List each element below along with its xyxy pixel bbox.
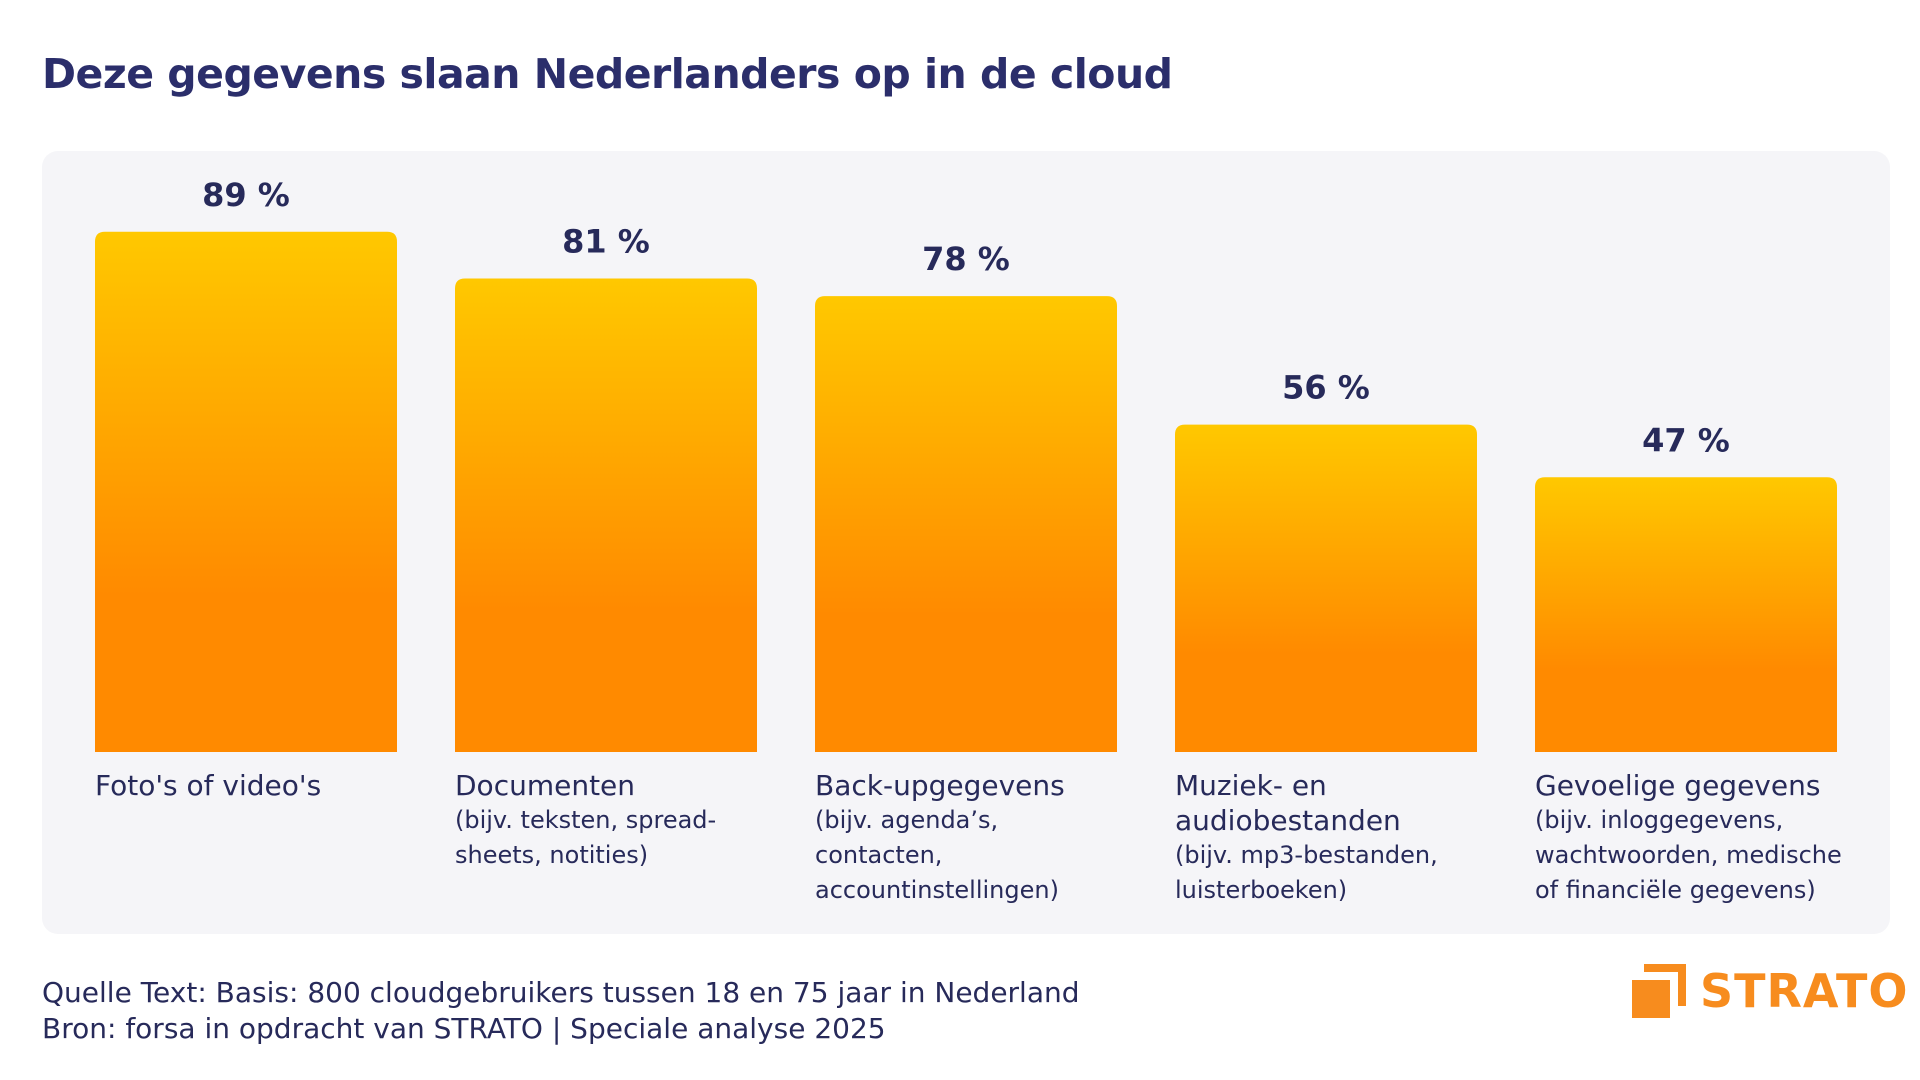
bar bbox=[1535, 477, 1837, 752]
category-label-note: (bijv. teksten, spread-sheets, notities) bbox=[455, 806, 717, 869]
strato-logo[interactable]: STRATO bbox=[1632, 963, 1908, 1019]
source-note: Quelle Text: Basis: 800 cloudgebruikers … bbox=[42, 975, 1080, 1047]
category-label-note: (bijv. agenda’s, contacten, accountinste… bbox=[815, 806, 1059, 904]
bar bbox=[815, 296, 1117, 752]
bar-value-label: 47 % bbox=[1642, 421, 1730, 459]
category-label-main: Back-upgegevens bbox=[815, 769, 1065, 802]
bar-value-label: 89 % bbox=[202, 176, 290, 214]
category-label-note: (bijv. inloggegevens, wachtwoorden, medi… bbox=[1535, 806, 1842, 904]
category-label: Foto's of video's bbox=[95, 768, 425, 803]
bar bbox=[1175, 424, 1477, 752]
chart-title: Deze gegevens slaan Nederlanders op in d… bbox=[42, 50, 1173, 98]
source-line-bron: Bron: forsa in opdracht van STRATO | Spe… bbox=[42, 1012, 886, 1045]
strato-logo-icon bbox=[1632, 964, 1686, 1018]
bar-chart: 89 % 81 % 78 % 56 % 47 % bbox=[95, 176, 1837, 753]
bar bbox=[455, 278, 757, 752]
category-label-note: (bijv. mp3-bestanden, luisterboeken) bbox=[1175, 841, 1438, 904]
category-label: Back-upgegevens (bijv. agenda’s, contact… bbox=[815, 768, 1145, 908]
category-label-main: Foto's of video's bbox=[95, 769, 322, 802]
bar-value-label: 78 % bbox=[922, 240, 1010, 278]
strato-logo-text: STRATO bbox=[1700, 964, 1909, 1018]
category-label-main: Muziek- en audiobestanden bbox=[1175, 769, 1401, 837]
category-label: Gevoelige gegevens (bijv. inloggegevens,… bbox=[1535, 768, 1865, 908]
bar bbox=[95, 231, 397, 753]
category-label: Documenten (bijv. teksten, spread-sheets… bbox=[455, 768, 785, 873]
category-label-main: Documenten bbox=[455, 769, 636, 802]
bar-value-label: 56 % bbox=[1282, 369, 1370, 407]
source-line-basis: Quelle Text: Basis: 800 cloudgebruikers … bbox=[42, 976, 1080, 1009]
category-label-main: Gevoelige gegevens bbox=[1535, 769, 1821, 802]
bar-value-label: 81 % bbox=[562, 223, 650, 261]
category-label: Muziek- en audiobestanden (bijv. mp3-bes… bbox=[1175, 768, 1505, 908]
